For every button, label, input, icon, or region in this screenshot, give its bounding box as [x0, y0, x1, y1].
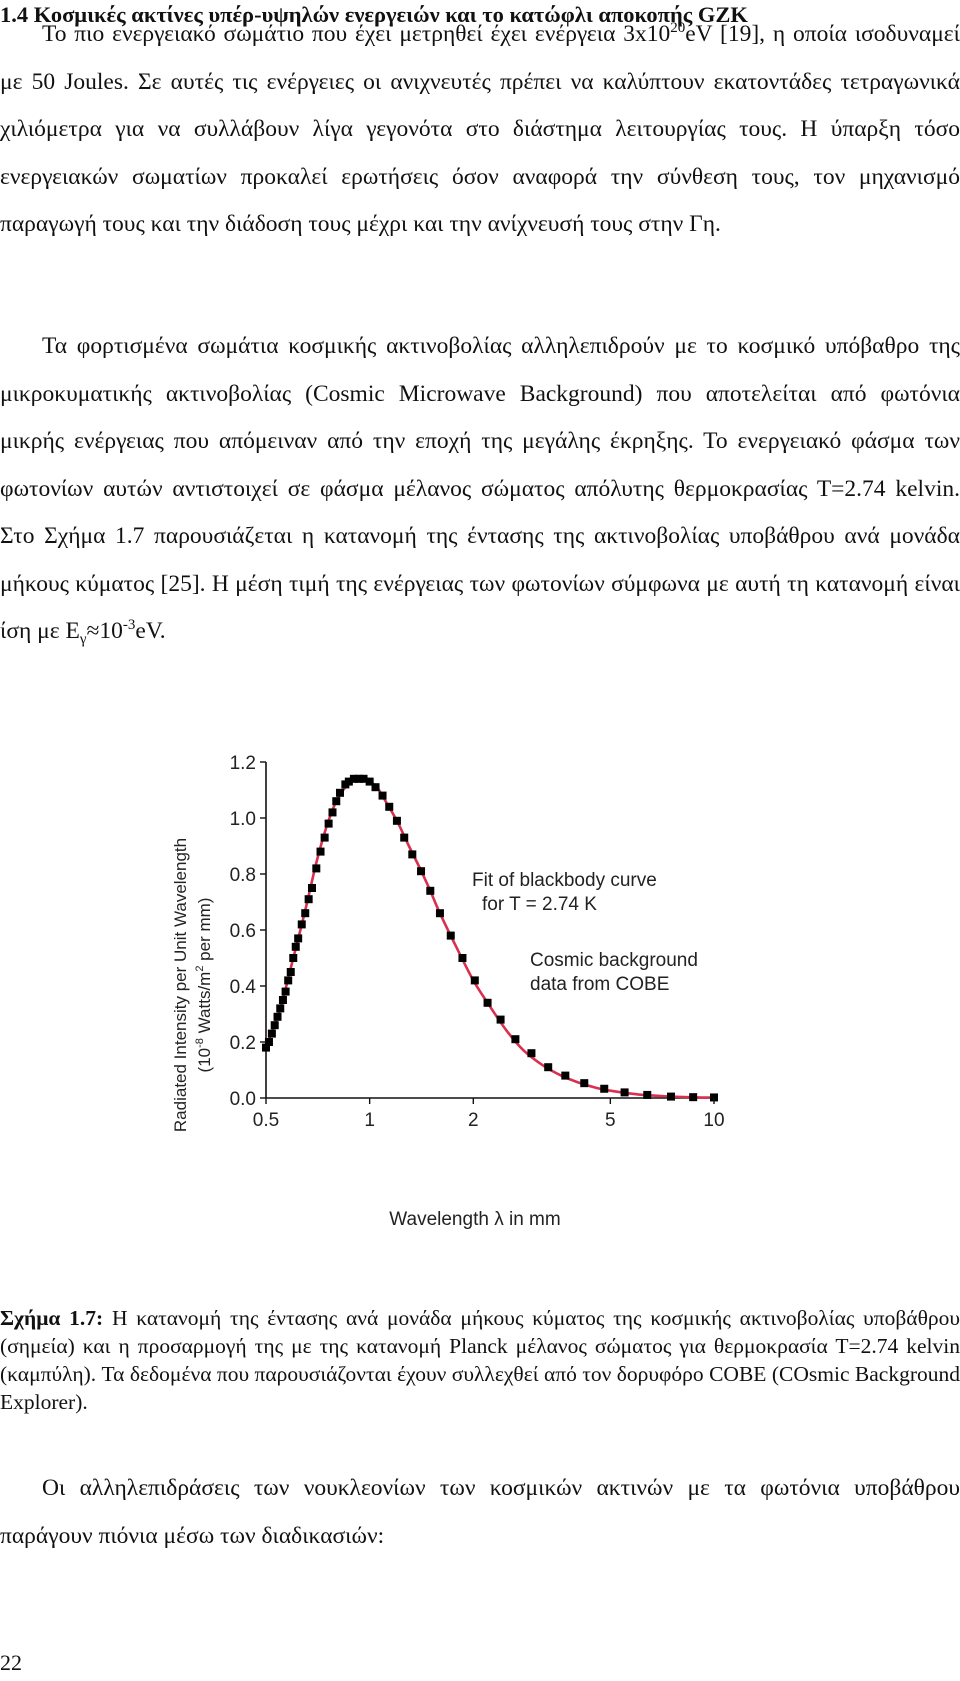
x-tick-label: 5 [605, 1110, 616, 1131]
approx-value: ≈10 [86, 618, 123, 644]
data-point [544, 1063, 553, 1072]
data-point [270, 1021, 279, 1030]
x-tick-label: 1 [364, 1110, 375, 1131]
data-point [435, 909, 444, 918]
data-point [400, 833, 409, 842]
data-point [710, 1093, 718, 1102]
y-label-post: per mm) [195, 898, 214, 966]
fit-label-line2: for T = 2.74 K [482, 894, 597, 915]
y-label-sup2: 2 [194, 966, 206, 972]
data-point [328, 808, 337, 817]
y-tick-label: 0.0 [230, 1089, 256, 1110]
chart-ticks: 0.0 0.2 0.4 0.6 0.8 1.0 1.2 0.5 1 2 5 10 [230, 753, 725, 1131]
data-point [385, 802, 394, 811]
data-point [666, 1092, 675, 1101]
y-tick-label: 0.2 [230, 1033, 256, 1054]
data-point [392, 816, 401, 825]
paragraph-cmb: Τα φορτισμένα σωμάτια κοσμικής ακτινοβολ… [0, 323, 960, 656]
data-point [273, 1012, 282, 1021]
paragraph-energy-part-a: Το πιο ενεργειακό σωμάτιο που έχει μετρη… [42, 21, 671, 47]
data-point [267, 1029, 276, 1038]
cobe-data-points [262, 774, 718, 1102]
data-point [354, 774, 363, 783]
data-point [511, 1035, 520, 1044]
blackbody-chart: 0.0 0.2 0.4 0.6 0.8 1.0 1.2 0.5 1 2 5 10 Fit of bla… [171, 753, 725, 1230]
energy-exponent: 20 [670, 20, 686, 37]
data-point [496, 1015, 505, 1024]
photon-subscript: γ [79, 631, 87, 648]
data-point [620, 1088, 629, 1097]
x-tick-label: 10 [703, 1110, 724, 1131]
data-point [527, 1049, 536, 1058]
data-point [378, 791, 387, 800]
page-number: 22 [0, 1650, 22, 1675]
data-point [359, 774, 368, 783]
data-point [344, 777, 353, 786]
data-point [408, 850, 417, 859]
y-tick-label: 0.6 [230, 921, 256, 942]
mean-energy-unit: eV. [135, 618, 166, 644]
figure-caption: Σχήμα 1.7: Η κατανομή της έντασης ανά μο… [0, 1304, 960, 1416]
data-point [561, 1071, 570, 1080]
data-point [276, 1004, 285, 1013]
y-axis-label-line2: (10-8 Watts/m2 per mm) [194, 898, 214, 1073]
x-axis-label: Wavelength λ in mm [389, 1209, 560, 1230]
data-point [426, 886, 435, 895]
fit-label-line1: Fit of blackbody curve [472, 870, 657, 891]
data-point [316, 847, 325, 856]
section-title: 1.4 Κοσμικές ακτίνες υπέρ-υψηλών ενεργει… [0, 2, 748, 27]
x-tick-label: 0.5 [253, 1110, 279, 1131]
caption-text: Η κατανομή της έντασης ανά μονάδα μήκους… [0, 1306, 960, 1414]
data-point [262, 1043, 270, 1052]
data-point [483, 998, 492, 1007]
y-tick-label: 0.8 [230, 865, 256, 886]
data-point [446, 931, 455, 940]
data-point [294, 934, 303, 943]
y-label-sup1: -8 [194, 1038, 206, 1048]
mean-energy-exponent: -3 [122, 617, 136, 634]
data-point [307, 884, 316, 892]
y-tick-label: 0.4 [230, 977, 257, 998]
caption-label: Σχήμα 1.7: [0, 1306, 104, 1330]
data-point [371, 783, 380, 792]
paragraph-energy-part-b: eV [19], η οποία ισοδυναμεί με 50 Joules… [0, 21, 960, 237]
data-point [291, 942, 300, 951]
data-point [689, 1093, 698, 1102]
y-tick-label: 1.2 [230, 753, 256, 774]
y-label-mid: Watts/m [195, 972, 214, 1038]
data-point [312, 864, 321, 873]
paragraph-interactions: Οι αλληλεπιδράσεις των νουκλεονίων των κ… [0, 1475, 960, 1549]
data-point [600, 1084, 609, 1093]
data-point [297, 920, 306, 929]
data-point [301, 909, 310, 918]
data-point [324, 819, 333, 828]
data-point [458, 954, 467, 962]
data-point [284, 976, 293, 985]
data-label-line1: Cosmic background [530, 950, 698, 971]
data-point [470, 976, 479, 985]
data-point [365, 777, 374, 786]
data-point [332, 797, 341, 806]
data-point [417, 867, 426, 876]
data-point [320, 833, 329, 842]
data-point [264, 1038, 273, 1046]
data-point [278, 996, 287, 1004]
data-point [349, 774, 358, 783]
data-point [643, 1090, 652, 1099]
data-point [289, 954, 298, 962]
fit-curve-line [264, 776, 715, 1099]
data-point [335, 788, 344, 797]
y-axis-label-line1: Radiated Intensity per Unit Wavelength [171, 838, 190, 1132]
data-point [304, 895, 313, 904]
data-label-line2: data from COBE [530, 974, 669, 995]
paragraph-cmb-text: Τα φορτισμένα σωμάτια κοσμικής ακτινοβολ… [0, 333, 960, 644]
x-tick-label: 2 [468, 1110, 479, 1131]
y-label-pre: (10 [195, 1048, 214, 1073]
data-point [286, 968, 295, 976]
data-point [580, 1079, 589, 1088]
y-tick-label: 1.0 [230, 809, 256, 830]
data-point [281, 987, 290, 996]
paragraph-energy: Το πιο ενεργειακό σωμάτιο που έχει μετρη… [0, 11, 960, 249]
